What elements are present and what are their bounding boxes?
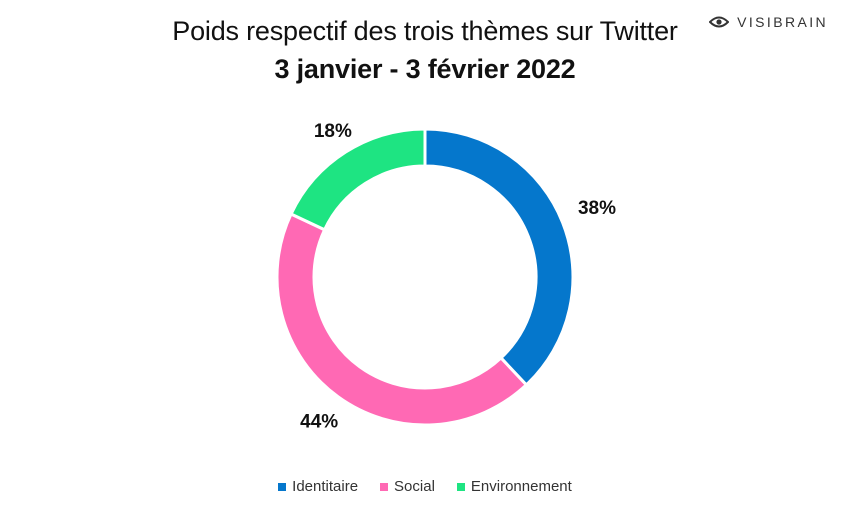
legend-swatch <box>278 482 287 491</box>
legend-swatch <box>380 482 389 491</box>
chart-legend: Identitaire Social Environnement <box>0 478 850 495</box>
donut-slice-social <box>275 211 529 427</box>
eye-icon <box>709 16 730 28</box>
legend-item-identitaire: Identitaire <box>278 478 358 495</box>
chart-title: Poids respectif des trois thèmes sur Twi… <box>172 16 678 46</box>
brand-name: VISIBRAIN <box>737 14 828 30</box>
legend-item-social: Social <box>380 478 435 495</box>
brand-logo: VISIBRAIN <box>709 14 828 30</box>
legend-label: Social <box>394 478 435 495</box>
legend-swatch <box>456 482 465 491</box>
legend-label: Identitaire <box>292 478 359 495</box>
donut-slice-environnement <box>289 127 427 232</box>
chart-subtitle: 3 janvier - 3 février 2022 <box>274 54 576 84</box>
legend-item-environnement: Environnement <box>456 478 572 495</box>
data-label-social: 44% <box>300 412 338 433</box>
legend-label: Environnement <box>470 478 572 495</box>
donut-slice-identitaire <box>423 127 575 388</box>
data-label-identitaire: 38% <box>578 198 616 219</box>
data-label-environnement: 18% <box>314 121 352 142</box>
